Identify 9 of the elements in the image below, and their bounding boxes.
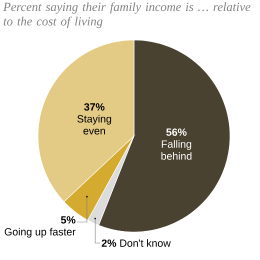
slice-label: Don't know <box>120 239 171 247</box>
slice-label: Going up faster <box>4 228 76 238</box>
chart-title: Percent saying their family income is … relative to the cost of living <box>3 2 250 28</box>
slice-label: Staying even <box>77 114 112 135</box>
slice-label: Falling behind <box>161 140 192 160</box>
data-label: 56% <box>166 128 187 136</box>
data-label: 37% <box>84 103 105 111</box>
data-label: 5% <box>60 216 76 224</box>
data-label: 2% <box>102 239 116 247</box>
